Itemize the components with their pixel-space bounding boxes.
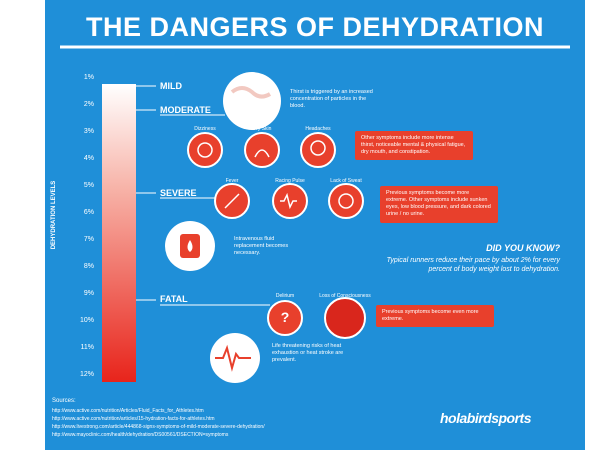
level-label: 1%	[83, 74, 94, 81]
level-label: 11%	[80, 344, 95, 351]
level-label: 6%	[83, 209, 94, 216]
stage-label: MODERATE	[160, 105, 211, 115]
level-label: 3%	[83, 128, 94, 135]
level-label: 9%	[83, 290, 94, 297]
treatment-note: Intravenous fluid replacement becomes ne…	[234, 236, 289, 257]
level-bar	[102, 84, 136, 382]
source-link: http://www.active.com/nutrition/articles…	[52, 416, 215, 422]
did-you-know-text: Typical runners reduce their pace by abo…	[386, 257, 560, 274]
level-label: 8%	[83, 263, 94, 270]
stage-label: SEVERE	[160, 188, 197, 198]
symptom-label: Fever	[225, 178, 239, 184]
title: THE DANGERS OF DEHYDRATION	[85, 12, 544, 42]
stage-connectors	[136, 85, 270, 306]
level-label: 10%	[79, 317, 94, 324]
source-link: http://www.active.com/nutrition/Articles…	[52, 408, 204, 414]
symptom-label: Loss of Consciousness	[319, 293, 371, 299]
level-label: 5%	[83, 182, 94, 189]
level-label: 12%	[79, 371, 94, 378]
stage-note: Previous symptoms become more extreme. O…	[380, 186, 498, 223]
stage-label: FATAL	[160, 294, 188, 304]
level-label: 2%	[83, 101, 94, 108]
brand-logo: holabirdsports	[440, 410, 532, 426]
symptom-icons	[187, 132, 364, 336]
level-label: 7%	[83, 236, 94, 243]
symptom-label: Delirium	[275, 293, 295, 299]
did-you-know-heading: DID YOU KNOW?	[486, 243, 560, 253]
stage-note: Other symptoms include more intense thir…	[355, 131, 473, 161]
source-link: http://www.mayoclinic.com/health/dehydra…	[52, 432, 229, 438]
fatal-risk-note: Life threatening risks of heat exhaustio…	[272, 343, 344, 364]
symptom-label: Dry Skin	[252, 126, 272, 132]
symptom-label: Racing Pulse	[275, 178, 305, 184]
stage-note: Previous symptoms become even more extre…	[376, 305, 494, 328]
unconscious-icon	[324, 297, 366, 339]
svg-text:?: ?	[281, 309, 290, 325]
axis-label: DEHYDRATION LEVELS	[51, 180, 57, 250]
source-link: http://www.livestrong.com/article/444868…	[52, 424, 265, 430]
sources-heading: Sources:	[52, 398, 76, 404]
level-label: 4%	[83, 155, 94, 162]
symptom-label: Headaches	[305, 126, 331, 132]
stage-label: MILD	[160, 81, 182, 91]
symptom-label: Dizziness	[194, 126, 216, 132]
thirst-icon	[223, 72, 281, 130]
symptom-label: Lack of Sweat	[330, 178, 362, 184]
stage-note: Thirst is triggered by an increased conc…	[290, 89, 373, 110]
